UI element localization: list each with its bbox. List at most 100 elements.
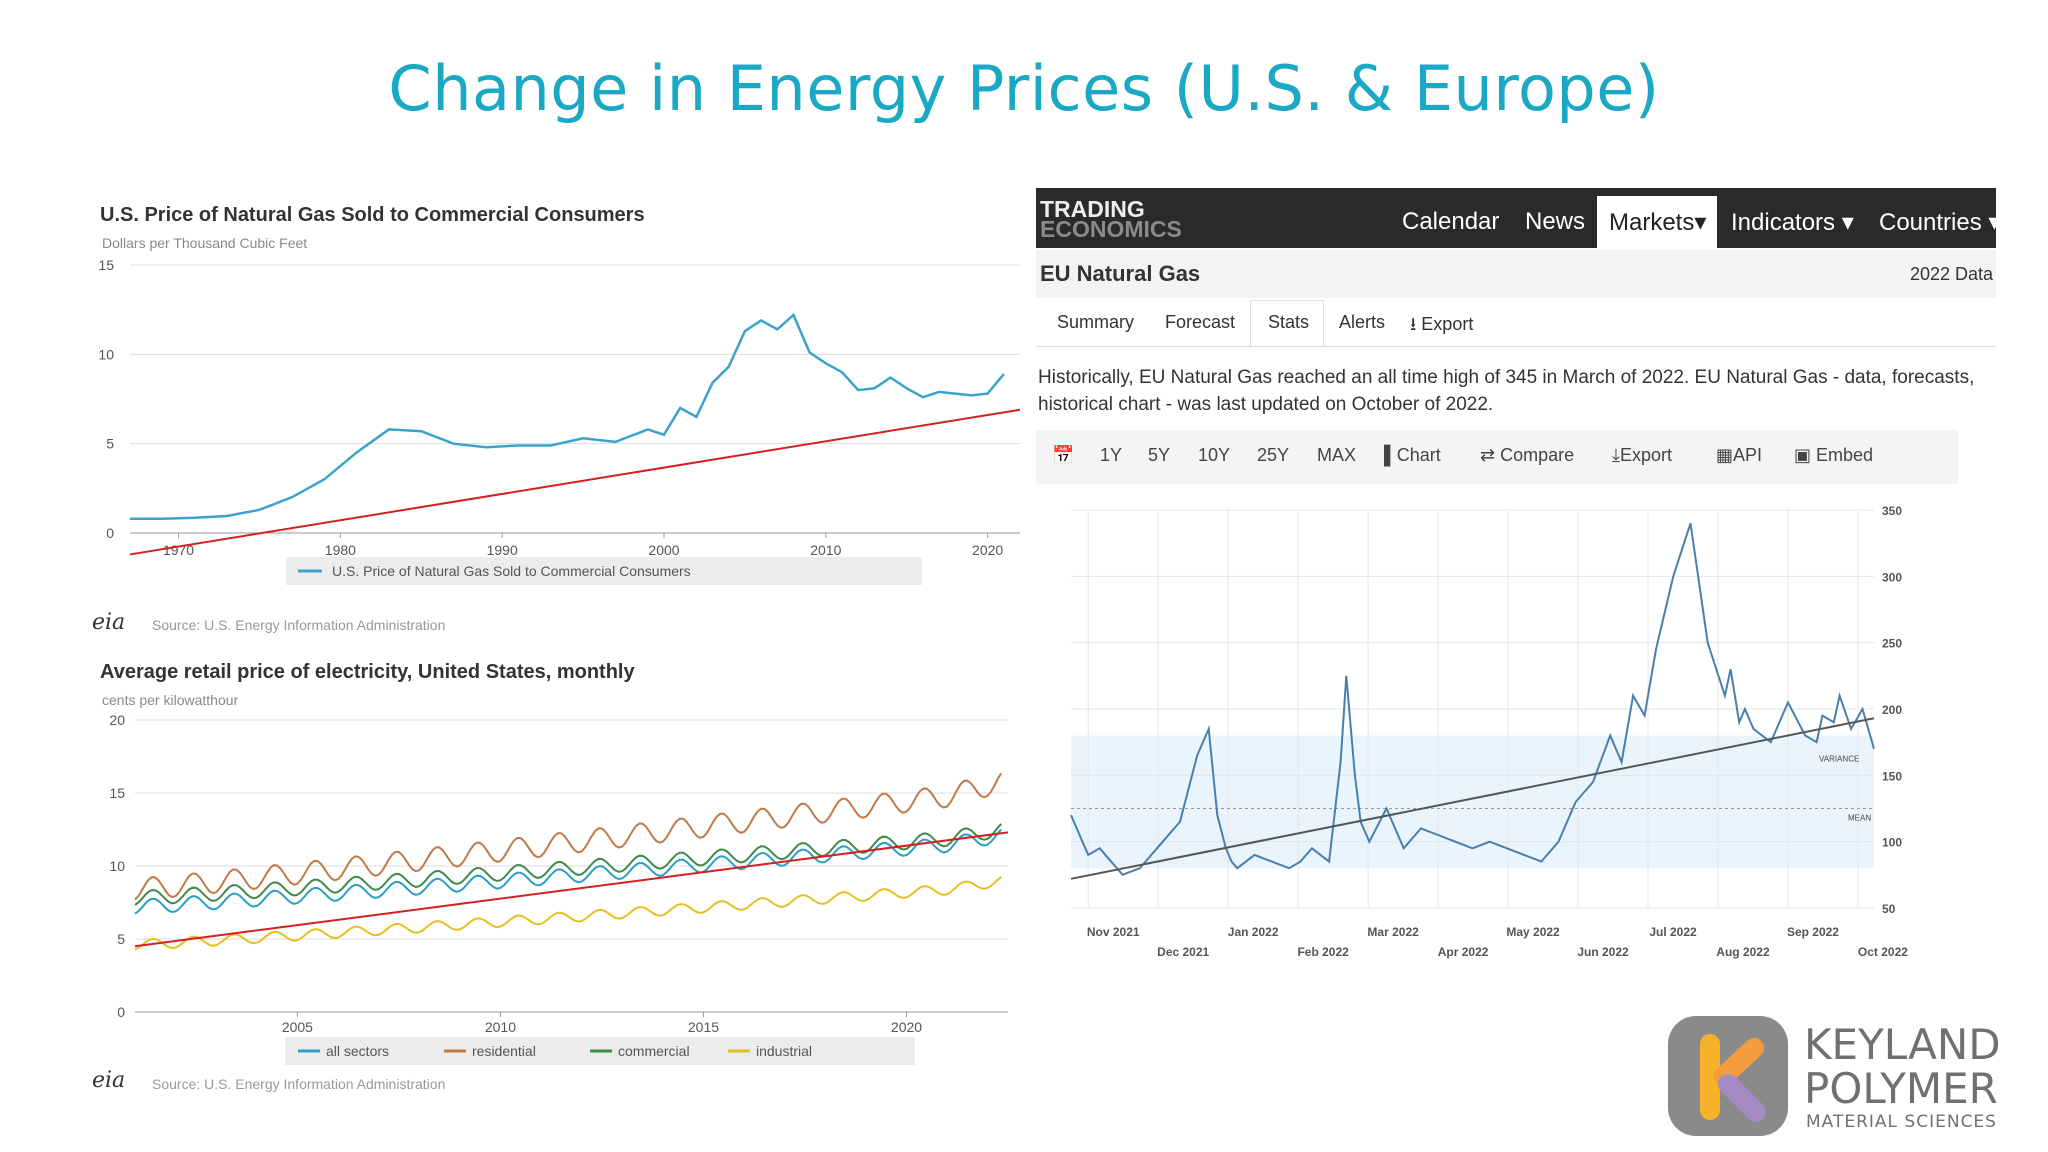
elec-ytick: 20 (109, 712, 125, 728)
logo-line1: KEYLAND (1804, 1020, 2001, 1069)
chart-button[interactable]: ▌Chart (1384, 445, 1441, 466)
elec-ytick: 10 (109, 858, 125, 874)
image-icon: ▣ (1794, 445, 1817, 465)
nav-markets[interactable]: Markets▾ (1609, 209, 1707, 236)
elec-xtick: 2010 (485, 1019, 516, 1035)
nav-news[interactable]: News (1525, 208, 1586, 235)
nav-calendar[interactable]: Calendar (1402, 208, 1500, 235)
calendar-icon[interactable]: 📅 (1052, 445, 1075, 465)
tab-alerts[interactable]: Alerts (1339, 312, 1386, 332)
download-icon: ⤓ (1612, 445, 1620, 465)
range-5y[interactable]: 5Y (1148, 445, 1171, 465)
elec-source: Source: U.S. Energy Information Administ… (152, 1076, 446, 1092)
gas-xtick: 2010 (810, 542, 841, 558)
slide-title: Change in Energy Prices (U.S. & Europe) (388, 52, 1660, 125)
nav-indicators[interactable]: Indicators ▾ (1731, 209, 1854, 236)
tab-stats[interactable]: Stats (1268, 312, 1310, 332)
keyland-logo-icon (1668, 1016, 1788, 1136)
te-series-line (1070, 522, 1875, 876)
elec-chart-title: Average retail price of electricity, Uni… (100, 661, 635, 683)
gas-xtick: 1980 (325, 542, 356, 558)
shuffle-icon: ⇄ (1480, 445, 1501, 465)
tab-export[interactable]: ⭳ Export (1410, 314, 1474, 334)
te-trend-line (1070, 717, 1875, 880)
gas-ytick: 0 (106, 525, 114, 541)
te-xtick-bottom: Dec 2021 (1157, 945, 1209, 959)
te-xtick-bottom: Apr 2022 (1438, 945, 1489, 959)
elec-ytick: 0 (117, 1004, 125, 1020)
te-xtick-top: Jan 2022 (1228, 925, 1279, 939)
te-xtick-bottom: Oct 2022 (1858, 945, 1908, 959)
gas-xtick: 2020 (972, 542, 1003, 558)
elec-xtick: 2020 (891, 1019, 922, 1035)
elec-legend-label: commercial (618, 1043, 690, 1059)
gas-chart-ylabel: Dollars per Thousand Cubic Feet (102, 235, 307, 251)
te-variance-band (1071, 735, 1874, 869)
range-10y[interactable]: 10Y (1198, 445, 1231, 465)
gas-series-line (130, 312, 1005, 520)
elec-xtick: 2005 (282, 1019, 313, 1035)
te-mean-label: MEAN (1848, 814, 1871, 823)
gas-xtick: 1990 (487, 542, 518, 558)
te-xtick-bottom: Aug 2022 (1716, 945, 1770, 959)
embed-button[interactable]: ▣ Embed (1794, 445, 1873, 466)
te-xtick-top: Sep 2022 (1787, 925, 1839, 939)
elec-xtick: 2015 (688, 1019, 719, 1035)
export-button[interactable]: ⤓Export (1612, 445, 1672, 466)
te-logo-bottom[interactable]: ECONOMICS (1040, 216, 1182, 242)
te-ytick: 300 (1882, 570, 1902, 584)
gas-ytick: 15 (98, 257, 114, 273)
te-xtick-top: Nov 2021 (1087, 925, 1140, 939)
te-heading-bar (1036, 250, 1996, 298)
te-navbar (1036, 188, 1996, 248)
compare-button[interactable]: ⇄ Compare (1480, 445, 1574, 466)
gas-ytick: 10 (98, 346, 114, 362)
te-description: Historically, EU Natural Gas reached an … (1038, 367, 1975, 415)
us-electricity-chart: Average retail price of electricity, Uni… (100, 661, 1009, 1065)
gas-source: Source: U.S. Energy Information Administ… (152, 617, 446, 633)
nav-active-bg (1597, 196, 1717, 248)
te-ytick: 50 (1882, 902, 1896, 916)
elec-series-commercial (134, 823, 1002, 906)
range-1y[interactable]: 1Y (1100, 445, 1123, 465)
chart-button-label: Chart (1396, 445, 1441, 465)
gas-chart-title: U.S. Price of Natural Gas Sold to Commer… (100, 204, 645, 226)
te-variance-label: VARIANCE (1819, 755, 1859, 764)
elec-series-industrial (134, 876, 1002, 951)
te-ytick: 100 (1882, 836, 1902, 850)
embed-button-label: Embed (1816, 445, 1874, 465)
elec-legend-label: industrial (756, 1043, 812, 1059)
api-button[interactable]: ▦API (1716, 445, 1762, 466)
te-ytick: 350 (1882, 504, 1902, 518)
te-logo-top[interactable]: TRADING (1040, 196, 1145, 222)
tab-active-bg (1250, 300, 1324, 347)
gas-ytick: 5 (106, 436, 114, 452)
gas-xtick: 2000 (648, 542, 679, 558)
grid-icon: ▦ (1716, 445, 1734, 465)
elec-legend-label: all sectors (326, 1043, 389, 1059)
elec-ytick: 5 (117, 931, 125, 947)
gas-trend-line (129, 408, 1021, 556)
bar-chart-icon: ▌ (1384, 445, 1397, 465)
tab-forecast[interactable]: Forecast (1165, 312, 1236, 332)
tab-summary[interactable]: Summary (1057, 312, 1135, 332)
api-button-label: API (1733, 445, 1763, 465)
te-xtick-top: Jul 2022 (1649, 925, 1697, 939)
chart-toolbar (1036, 430, 1958, 484)
us-gas-chart: U.S. Price of Natural Gas Sold to Commer… (98, 204, 1021, 585)
compare-button-label: Compare (1500, 445, 1575, 465)
tab-divider (1036, 346, 1996, 347)
eia-logo-icon: eia (92, 610, 126, 635)
te-ytick: 200 (1882, 703, 1902, 717)
elec-ytick: 15 (109, 785, 125, 801)
elec-trend-line (134, 831, 1009, 948)
nav-countries[interactable]: Countries ▾ (1879, 209, 1996, 236)
range-25y[interactable]: 25Y (1257, 445, 1290, 465)
eu-gas-chart: 50 100 150 200 250 300 350 MEAN VARIANCE Nov 2021… (1070, 504, 1908, 959)
te-xtick-top: May 2022 (1506, 925, 1560, 939)
eia-logo-icon-2: eia (92, 1068, 126, 1093)
te-year-label: 2022 Data (1910, 264, 1994, 284)
elec-chart-ylabel: cents per kilowatthour (102, 692, 239, 708)
te-ytick: 250 (1882, 637, 1902, 651)
range-max[interactable]: MAX (1317, 445, 1357, 465)
